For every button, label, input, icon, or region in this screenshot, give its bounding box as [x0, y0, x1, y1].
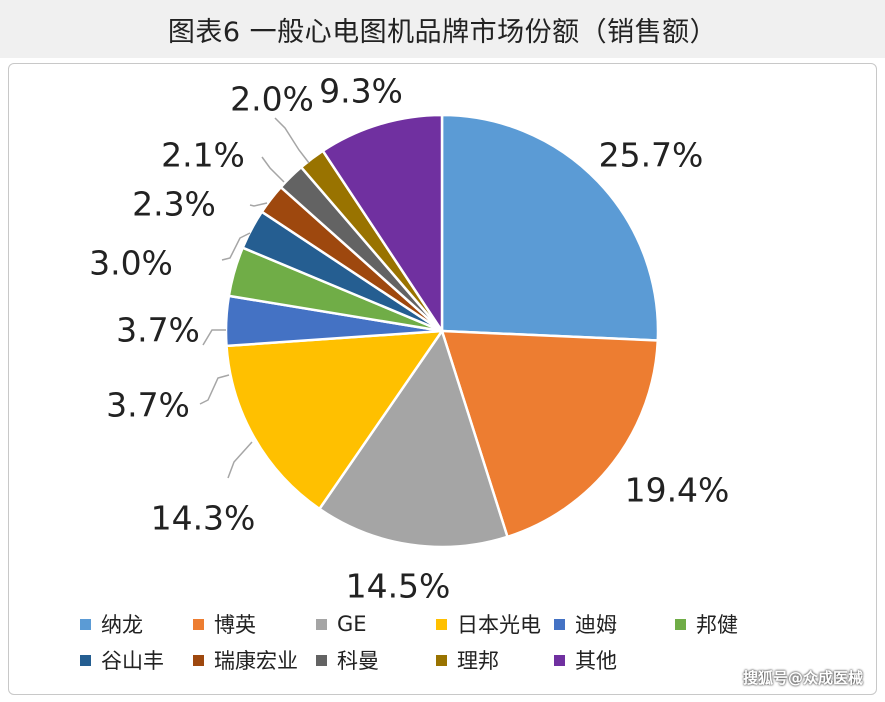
legend-item-6: 邦健: [675, 612, 775, 637]
leader-line-9: [261, 156, 285, 183]
data-label-4: 14.3%: [151, 499, 256, 538]
leader-line-6: [199, 374, 230, 405]
legend-label: 纳龙: [101, 613, 143, 637]
legend-item-9: 科曼: [316, 648, 436, 673]
leader-line-10: [274, 117, 310, 164]
legend-swatch: [316, 618, 327, 630]
legend-label: 理邦: [457, 649, 499, 673]
legend-label: 邦健: [696, 613, 738, 637]
data-label-5: 3.7%: [116, 311, 200, 350]
legend-label: GE: [337, 612, 367, 636]
leader-line-4: [227, 441, 253, 479]
legend-item-11: 其他: [554, 648, 675, 673]
pie-slice-2: [440, 329, 660, 539]
source-note: 搜狐号@众成医械: [742, 669, 863, 687]
legend-swatch: [193, 654, 204, 666]
legend-item-1: 纳龙: [80, 612, 193, 637]
legend-item-2: 博英: [193, 612, 316, 637]
pie-slice-11: [321, 113, 444, 333]
legend-swatch: [675, 618, 686, 630]
legend-label: 迪姆: [575, 613, 617, 637]
data-label-8: 2.3%: [132, 185, 216, 224]
legend-swatch: [436, 618, 447, 630]
data-label-7: 3.0%: [89, 244, 173, 283]
chart-title: 图表6 一般心电图机品牌市场份额（销售额）: [167, 16, 718, 48]
legend-label: 其他: [575, 649, 617, 673]
data-label-3: 14.5%: [346, 567, 451, 606]
pie-slice-4: [225, 329, 444, 511]
leader-line-7: [221, 232, 251, 261]
leader-line-5: [202, 329, 226, 346]
legend-item-3: GE: [316, 612, 436, 636]
legend-label: 谷山丰: [101, 649, 164, 673]
legend-item-4: 日本光电: [436, 612, 554, 637]
pie-slice-1: [440, 113, 660, 342]
legend-label: 科曼: [337, 649, 379, 673]
legend-swatch: [436, 654, 447, 666]
data-label-2: 19.4%: [625, 471, 730, 510]
data-label-1: 25.7%: [599, 136, 704, 175]
legend-label: 博英: [214, 613, 256, 637]
data-label-9: 2.1%: [161, 136, 245, 175]
legend-swatch: [554, 618, 565, 630]
legend-item-7: 谷山丰: [80, 648, 193, 673]
legend-swatch: [316, 654, 327, 666]
legend-swatch: [80, 654, 91, 666]
legend: 纳龙 博英 GE 日本光电 迪姆 邦健谷山丰 瑞康宏业 科曼 理邦 其他: [80, 612, 800, 673]
legend-swatch: [554, 654, 565, 666]
data-label-11: 9.3%: [319, 72, 403, 111]
pie-slice-3: [318, 329, 509, 549]
title-bar: 图表6 一般心电图机品牌市场份额（销售额）: [0, 0, 885, 58]
legend-label: 日本光电: [457, 613, 541, 637]
legend-swatch: [193, 618, 204, 630]
legend-label: 瑞康宏业: [214, 649, 298, 673]
legend-item-10: 理邦: [436, 648, 554, 673]
data-label-6: 3.7%: [106, 386, 190, 425]
data-label-10: 2.0%: [230, 80, 314, 119]
legend-item-5: 迪姆: [554, 612, 675, 637]
leader-line-8: [249, 202, 268, 207]
legend-item-8: 瑞康宏业: [193, 648, 316, 673]
legend-swatch: [80, 618, 91, 630]
